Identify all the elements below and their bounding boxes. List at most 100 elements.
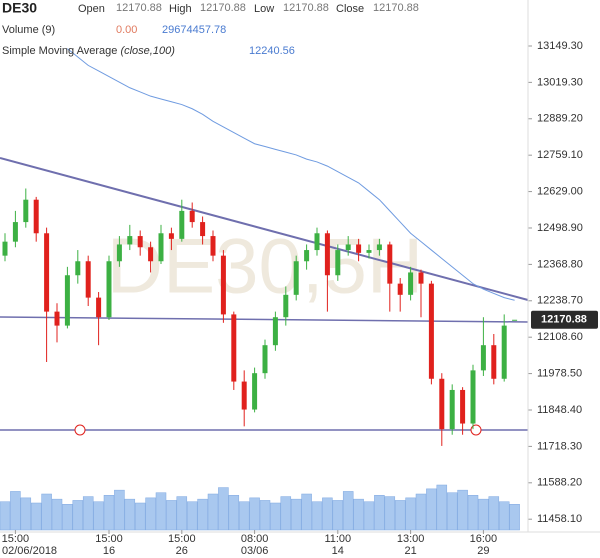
value: 12240.56 xyxy=(249,45,295,57)
volume-bar xyxy=(426,488,437,531)
candle-body xyxy=(12,222,18,242)
trend-line xyxy=(0,157,529,301)
candle-body xyxy=(480,345,486,371)
candle-body xyxy=(387,244,393,284)
candle-body xyxy=(345,244,351,251)
candle-body xyxy=(324,233,330,276)
candle-body xyxy=(439,378,445,430)
candle-body xyxy=(460,389,466,424)
candle-body xyxy=(428,283,434,379)
candle-body xyxy=(470,370,476,424)
x-date-label: 14 xyxy=(332,545,344,557)
volume-bar xyxy=(124,498,136,531)
candle-body xyxy=(168,233,174,239)
volume-bar xyxy=(145,497,156,531)
candle-body xyxy=(293,261,299,295)
volume-bar xyxy=(311,501,323,531)
volume-bar xyxy=(82,496,94,531)
label: High xyxy=(169,3,192,15)
candle-body xyxy=(220,255,226,315)
y-tick-label: 12759.10 xyxy=(537,149,583,161)
volume-bar xyxy=(93,501,104,531)
candle-body xyxy=(408,272,414,295)
y-tick-label: 11588.20 xyxy=(537,477,582,489)
volume-bar xyxy=(41,493,52,531)
candle-body xyxy=(512,319,518,321)
candle-body xyxy=(262,345,268,374)
anchor xyxy=(74,424,86,436)
price-label: 12170.88 xyxy=(541,314,587,326)
value: 29674457.78 xyxy=(162,24,226,36)
y-tick-label: 11718.30 xyxy=(537,440,582,452)
volume-bar xyxy=(384,496,396,531)
y-tick-label: 13149.30 xyxy=(537,40,583,52)
y-tick-label: 11848.40 xyxy=(537,404,582,416)
candle-body xyxy=(106,261,112,318)
volume-bar xyxy=(457,489,468,531)
candle-body xyxy=(376,244,382,251)
x-date-label: 29 xyxy=(477,545,489,557)
volume-bar xyxy=(259,500,271,531)
label: Low xyxy=(254,3,274,15)
value: 12170.88 xyxy=(116,2,162,14)
volume-bar xyxy=(155,492,167,531)
volume-bar xyxy=(176,496,188,531)
volume-bar xyxy=(509,504,520,531)
volume-bar xyxy=(114,489,125,531)
volume-bar xyxy=(72,500,84,531)
y-tick-label: 12889.20 xyxy=(537,113,583,125)
volume-bar xyxy=(134,502,146,531)
volume-bar xyxy=(405,497,416,531)
candle-body xyxy=(64,275,70,326)
candle-body xyxy=(44,233,50,312)
candle-body xyxy=(241,381,247,410)
sma-line xyxy=(67,48,515,301)
symbol: DE30 xyxy=(2,0,37,16)
volume-bar xyxy=(353,498,364,531)
value: 12170.88 xyxy=(373,2,419,14)
candle-body xyxy=(304,250,310,262)
price-box xyxy=(531,310,598,329)
candle-body xyxy=(189,210,195,223)
candle-body xyxy=(491,345,497,379)
candle-body xyxy=(96,297,102,318)
candle-body xyxy=(137,236,143,248)
candle-body xyxy=(158,233,164,262)
volume-bar xyxy=(0,501,11,531)
candle-body xyxy=(33,199,39,234)
volume-bar xyxy=(322,497,333,531)
y-tick-label: 12238.70 xyxy=(537,295,583,307)
y-tick-label: 12108.60 xyxy=(537,331,583,343)
volume-bar xyxy=(280,496,292,531)
volume-bar xyxy=(436,484,448,531)
volume-bar xyxy=(30,502,42,531)
label: Simple Moving Average xyxy=(2,45,117,57)
volume-bar xyxy=(166,500,177,531)
volume-bar xyxy=(467,495,479,531)
candle-body xyxy=(23,199,29,223)
candle-body xyxy=(283,294,289,318)
y-tick-label: 11978.50 xyxy=(537,367,582,379)
value: 12170.88 xyxy=(200,2,246,14)
horizontal-line xyxy=(0,316,529,323)
value: 0.00 xyxy=(116,24,137,36)
volume-bar xyxy=(488,496,500,531)
candle-body xyxy=(85,261,91,298)
x-date-label: 02/06/2018 xyxy=(2,545,57,557)
volume-bar xyxy=(415,493,427,531)
volume-bar xyxy=(10,491,21,531)
candle-body xyxy=(179,210,185,239)
candle-body xyxy=(148,247,154,262)
volume-bar xyxy=(197,498,208,531)
y-tick-label: 12629.00 xyxy=(537,185,583,197)
label: (close,100) xyxy=(120,45,175,57)
volume-bar xyxy=(228,495,240,531)
y-tick-label: 12498.90 xyxy=(537,222,583,234)
x-tick-label: 08:00 xyxy=(241,533,269,545)
x-tick-label: 11:00 xyxy=(324,533,351,545)
volume-bar xyxy=(103,495,115,531)
label: Simple Moving Average (close,100) xyxy=(2,45,175,57)
x-tick-label: 13:00 xyxy=(397,533,425,545)
watermark: DE30,5H xyxy=(107,222,424,310)
